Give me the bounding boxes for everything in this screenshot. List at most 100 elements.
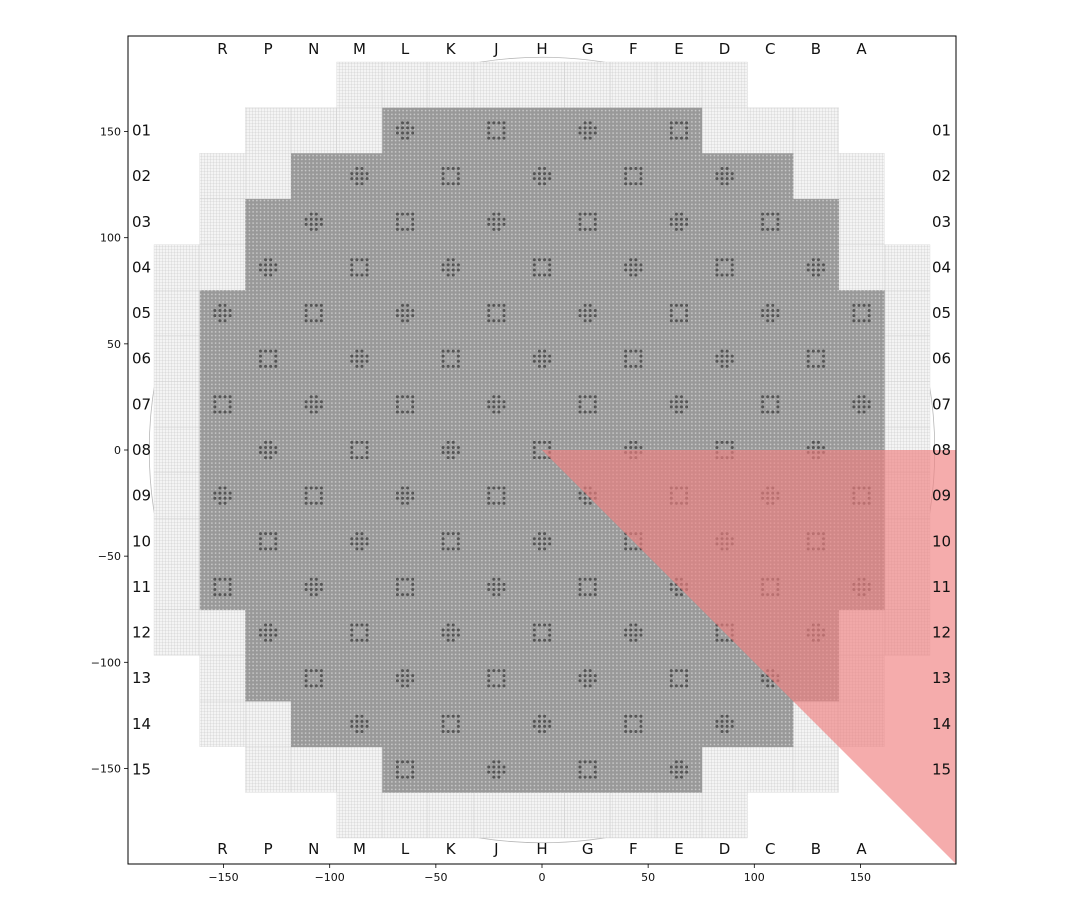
rod-dot (674, 400, 678, 404)
rod-dot (669, 684, 673, 688)
rod-dot (446, 166, 450, 170)
rod-dot (548, 623, 552, 627)
fuel-assembly (519, 746, 566, 793)
column-label-top: F (629, 40, 638, 58)
rod-dot (365, 633, 369, 637)
fuel-assembly (427, 107, 474, 154)
rod-dot (669, 405, 673, 409)
rod-dot (852, 319, 856, 323)
rod-dot (446, 623, 450, 627)
fuel-assembly (245, 472, 292, 519)
rod-dot (761, 395, 765, 399)
rod-dot (274, 364, 278, 368)
rod-dot (269, 268, 273, 272)
rod-dot (634, 258, 638, 262)
rod-dot (578, 131, 582, 135)
fuel-assembly (382, 746, 429, 793)
rod-dot (502, 587, 506, 591)
row-label-right: 05 (932, 304, 951, 322)
reflector-region (153, 61, 931, 839)
rod-dot (355, 537, 359, 541)
rod-cluster (852, 303, 871, 323)
fuel-assembly (382, 335, 429, 382)
rod-dot (456, 172, 460, 176)
rod-dot (771, 410, 775, 414)
rod-dot (771, 309, 775, 313)
rod-dot (867, 405, 871, 409)
rod-cluster (213, 395, 232, 414)
rod-dot (720, 172, 724, 176)
rod-dot (258, 354, 262, 358)
rod-dot (725, 182, 729, 186)
rod-dot (862, 405, 866, 409)
rod-dot (492, 303, 496, 307)
rod-dot (395, 765, 399, 769)
rod-dot (624, 182, 628, 186)
rod-dot (395, 309, 399, 313)
rod-dot (532, 268, 536, 272)
rod-cluster (715, 166, 734, 186)
fuel-assembly (427, 701, 474, 748)
rod-dot (228, 410, 232, 414)
rod-dot (811, 258, 815, 262)
rod-dot (715, 719, 719, 723)
rod-dot (720, 730, 724, 734)
rod-dot (583, 395, 587, 399)
reflector-cell (245, 700, 292, 747)
fuel-assembly (564, 518, 611, 565)
rod-dot (304, 314, 308, 318)
rod-dot (816, 364, 820, 368)
fuel-assembly (564, 198, 611, 245)
rod-dot (588, 212, 592, 216)
rod-dot (446, 440, 450, 444)
rod-dot (634, 440, 638, 444)
rod-dot (213, 314, 217, 318)
rod-cluster (213, 577, 232, 597)
fuel-assembly (701, 153, 748, 200)
reflector-cell (519, 61, 565, 108)
rod-dot (720, 440, 724, 444)
fuel-assembly (245, 518, 292, 565)
rod-dot (319, 684, 323, 688)
rod-dot (218, 314, 222, 318)
rod-dot (487, 136, 491, 140)
rod-dot (761, 309, 765, 313)
rod-dot (258, 532, 262, 536)
rod-dot (497, 222, 501, 226)
rod-dot (679, 593, 683, 597)
rod-dot (761, 222, 765, 226)
rod-dot (624, 166, 628, 170)
rod-dot (492, 765, 496, 769)
rod-dot (451, 638, 455, 642)
rod-dot (258, 268, 262, 272)
rod-dot (456, 364, 460, 368)
rod-dot (441, 177, 445, 181)
rod-dot (269, 633, 273, 637)
rod-dot (639, 172, 643, 176)
rod-dot (395, 222, 399, 226)
rod-dot (532, 451, 536, 455)
rod-dot (314, 582, 318, 586)
rod-dot (583, 496, 587, 500)
rod-cluster (304, 303, 323, 323)
rod-cluster (213, 486, 232, 505)
rod-dot (583, 593, 587, 597)
rod-dot (629, 638, 633, 642)
rod-dot (360, 456, 364, 460)
rod-dot (502, 121, 506, 125)
rod-dot (218, 577, 222, 581)
rod-cluster (258, 258, 278, 277)
fuel-assembly (473, 655, 520, 702)
column-label-bottom: H (536, 840, 547, 858)
rod-dot (319, 217, 323, 221)
rod-dot (502, 684, 506, 688)
rod-dot (360, 638, 364, 642)
y-tick-label: −50 (98, 550, 121, 563)
rod-dot (822, 445, 826, 449)
rod-dot (446, 451, 450, 455)
rod-cluster (578, 121, 597, 140)
rod-dot (264, 628, 268, 632)
rod-dot (411, 212, 415, 216)
rod-dot (543, 547, 547, 551)
rod-dot (411, 400, 415, 404)
